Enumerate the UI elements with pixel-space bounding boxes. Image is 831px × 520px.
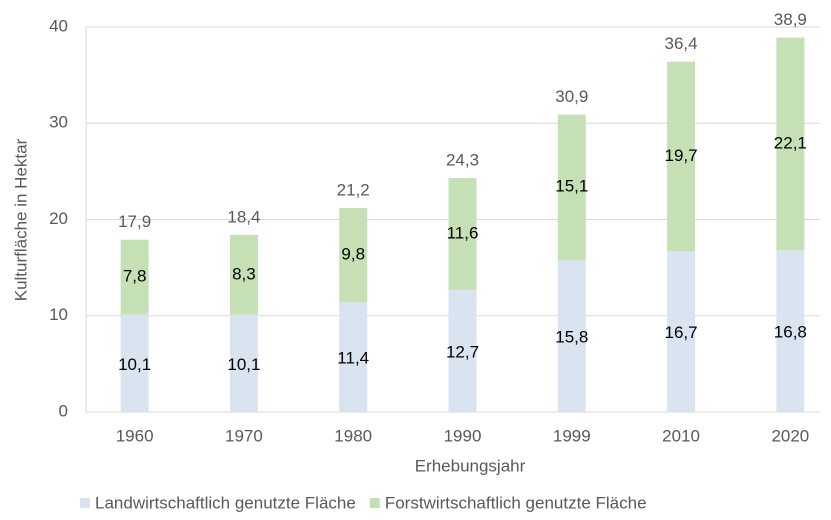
- total-label: 21,2: [337, 180, 370, 199]
- bar-segment: [776, 37, 805, 251]
- total-label: 17,9: [118, 212, 151, 231]
- y-tick-label: 0: [59, 401, 68, 420]
- data-label: 16,8: [774, 323, 807, 342]
- x-axis-title: Erhebungsjahr: [415, 456, 526, 475]
- x-tick-label: 2020: [771, 426, 809, 445]
- bar-segment: [120, 314, 149, 412]
- x-tick-label: 1999: [553, 426, 591, 445]
- data-label: 12,7: [446, 342, 479, 361]
- x-tick-label: 1970: [225, 426, 263, 445]
- y-tick-label: 30: [49, 113, 68, 132]
- bar-segment: [339, 302, 368, 412]
- bar-segment: [229, 314, 258, 412]
- data-label: 7,8: [123, 267, 147, 286]
- data-label: 19,7: [665, 146, 698, 165]
- x-tick-label: 1980: [334, 426, 372, 445]
- x-tick-label: 2010: [662, 426, 700, 445]
- legend-label: Landwirtschaftlich genutzte Fläche: [95, 493, 356, 512]
- bar-segment: [339, 207, 368, 303]
- data-label: 9,8: [341, 245, 365, 264]
- data-label: 10,1: [118, 355, 151, 374]
- total-label: 38,9: [774, 10, 807, 29]
- y-tick-label: 20: [49, 209, 68, 228]
- legend-label: Forstwirtschaftlich genutzte Fläche: [385, 493, 647, 512]
- data-label: 8,3: [232, 264, 256, 283]
- x-tick-label: 1990: [444, 426, 482, 445]
- total-label: 24,3: [446, 151, 479, 170]
- data-label: 10,1: [227, 355, 260, 374]
- data-label: 11,4: [337, 349, 369, 368]
- bar-segment: [448, 178, 477, 290]
- data-label: 22,1: [774, 133, 807, 152]
- bar-segment: [448, 289, 477, 412]
- y-tick-label: 40: [49, 16, 68, 35]
- total-label: 36,4: [665, 34, 698, 53]
- legend-marker: [80, 498, 90, 508]
- bar-segment: [667, 251, 696, 412]
- total-label: 18,4: [227, 207, 260, 226]
- bar-segment: [557, 114, 586, 260]
- bar-segment: [229, 234, 258, 315]
- data-label: 15,1: [555, 177, 588, 196]
- legend-marker: [369, 498, 380, 508]
- bar-segment: [776, 250, 805, 412]
- y-tick-label: 10: [49, 305, 68, 324]
- data-label: 16,7: [665, 323, 698, 342]
- total-label: 30,9: [555, 87, 588, 106]
- data-label: 11,6: [447, 223, 479, 242]
- bar-segment: [667, 61, 696, 252]
- x-tick-label: 1960: [116, 426, 154, 445]
- bar-segment: [120, 239, 149, 315]
- bar-segment: [557, 259, 586, 412]
- y-axis-title: Kulturfläche in Hektar: [11, 138, 30, 301]
- data-label: 15,8: [555, 327, 588, 346]
